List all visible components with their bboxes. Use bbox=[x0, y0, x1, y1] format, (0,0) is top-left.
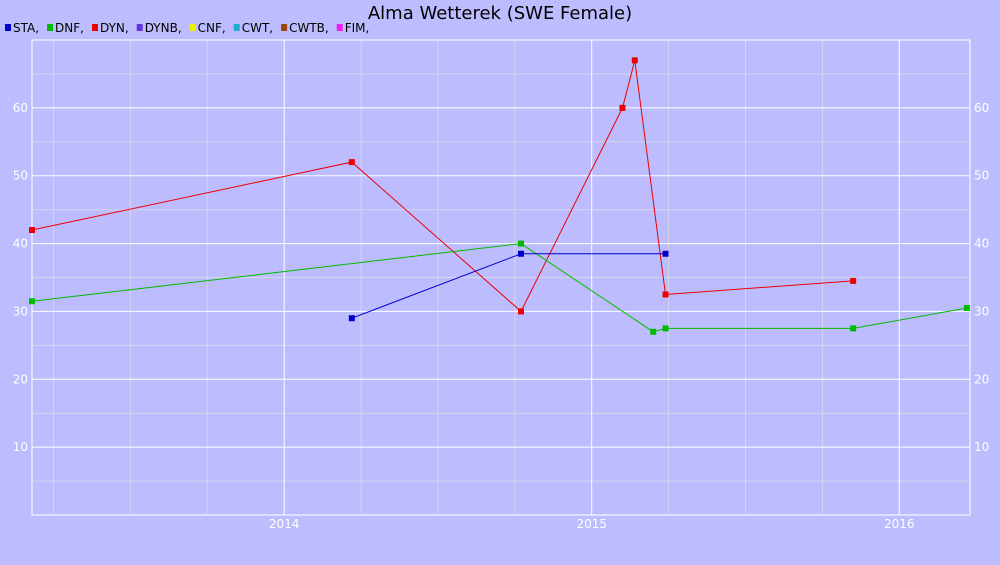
x-axis: 2014 2015 2016 bbox=[269, 517, 915, 531]
legend-swatch-3 bbox=[136, 24, 143, 31]
legend-label-5: CWT, bbox=[242, 21, 273, 35]
data-point-dnf-0 bbox=[29, 298, 35, 305]
y-tick-label-right-3: 40 bbox=[974, 237, 989, 251]
minor-gridlines bbox=[32, 40, 970, 515]
legend-label-4: CNF, bbox=[198, 21, 226, 35]
legend-swatch-4 bbox=[189, 24, 196, 31]
y-tick-label-right-2: 30 bbox=[974, 304, 989, 318]
legend-label-0: STA, bbox=[13, 21, 39, 35]
y-tick-label-left-0: 10 bbox=[13, 440, 28, 454]
y-tick-label-left-5: 60 bbox=[13, 101, 28, 115]
chart-title: Alma Wetterek (SWE Female) bbox=[368, 3, 632, 24]
y-tick-label-right-0: 10 bbox=[974, 440, 989, 454]
y-tick-label-right-1: 20 bbox=[974, 372, 989, 386]
legend-label-6: CWTB, bbox=[289, 21, 329, 35]
data-point-dnf-5 bbox=[963, 305, 970, 312]
x-tick-label-1: 2015 bbox=[576, 517, 607, 531]
data-point-dnf-1 bbox=[517, 240, 524, 247]
data-point-dyn-0 bbox=[29, 227, 35, 233]
series-line-dnf bbox=[31, 243, 967, 333]
y-axis-right: 10 20 30 40 50 60 bbox=[974, 101, 989, 454]
data-point-dyn-5 bbox=[662, 291, 669, 298]
legend-label-7: FIM, bbox=[345, 21, 370, 35]
series-sta bbox=[348, 250, 669, 322]
data-point-dnf-4 bbox=[850, 325, 857, 332]
data-point-dyn-4 bbox=[631, 57, 638, 64]
legend-label-1: DNF, bbox=[55, 21, 84, 35]
legend-swatch-6 bbox=[281, 24, 288, 31]
y-axis-left: 10 20 30 40 50 60 bbox=[13, 101, 28, 454]
y-tick-label-right-4: 50 bbox=[974, 169, 989, 183]
y-tick-label-left-3: 40 bbox=[13, 237, 28, 251]
legend-swatch-7 bbox=[336, 24, 343, 31]
legend-label-3: DYNB, bbox=[145, 21, 182, 35]
data-point-sta-1 bbox=[517, 250, 524, 257]
x-tick-label-0: 2014 bbox=[269, 517, 300, 531]
data-point-sta-0 bbox=[348, 315, 355, 322]
y-tick-label-left-1: 20 bbox=[13, 372, 28, 386]
legend-swatch-2 bbox=[91, 24, 98, 31]
legend-swatch-5 bbox=[233, 24, 240, 31]
legend-swatch-1 bbox=[47, 24, 54, 31]
data-point-sta-2 bbox=[662, 250, 669, 257]
data-point-dyn-1 bbox=[348, 159, 355, 166]
data-point-dyn-3 bbox=[619, 104, 626, 111]
data-point-dnf-2 bbox=[650, 328, 657, 335]
legend-label-2: DYN, bbox=[100, 21, 129, 35]
series-layer bbox=[29, 57, 970, 335]
y-tick-label-left-2: 30 bbox=[13, 304, 28, 318]
y-tick-label-left-4: 50 bbox=[13, 169, 28, 183]
data-point-dnf-3 bbox=[662, 325, 669, 332]
major-gridlines bbox=[32, 40, 970, 515]
series-dyn bbox=[29, 57, 857, 315]
x-tick-label-2: 2016 bbox=[884, 517, 915, 531]
y-tick-label-right-5: 60 bbox=[974, 101, 989, 115]
data-point-dyn-2 bbox=[517, 308, 524, 315]
plot-area: 2014 2015 2016 10 20 30 40 50 60 10 20 30 40 50 60 bbox=[13, 39, 989, 531]
legend: STA, DNF, DYN, DYNB, CNF, CWT, CWTB, FIM, bbox=[5, 21, 369, 35]
legend-swatch-0 bbox=[5, 24, 11, 31]
data-point-dyn-6 bbox=[850, 277, 857, 284]
series-dnf bbox=[29, 240, 970, 335]
